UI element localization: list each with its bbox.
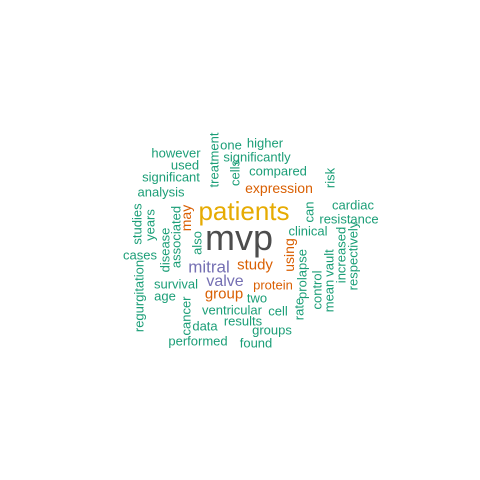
word-however: however <box>151 145 201 161</box>
word-results: results <box>223 313 263 329</box>
word-can: can <box>301 201 317 223</box>
word-respectively: respectively <box>345 221 361 291</box>
word-cases: cases <box>123 247 157 263</box>
word-analysis: analysis <box>137 184 185 200</box>
word-resistance: resistance <box>319 211 379 227</box>
word-mitral: mitral <box>188 257 230 277</box>
word-protein: protein <box>253 277 293 293</box>
word-groups: groups <box>252 322 292 338</box>
word-years: years <box>142 209 158 241</box>
word-two: two <box>246 290 268 306</box>
word-higher: higher <box>246 135 284 151</box>
word-cardiac: cardiac <box>332 197 374 213</box>
word-regurgitation: regurgitation <box>131 259 147 333</box>
word-ventricular: ventricular <box>202 302 262 318</box>
word-valve: valve <box>206 273 244 290</box>
word-disease: disease <box>157 227 173 273</box>
word-performed: performed <box>168 333 228 349</box>
word-cells: cells <box>227 159 243 187</box>
word-prolapse: prolapse <box>294 249 310 299</box>
word-found: found <box>239 335 273 351</box>
word-group: group <box>204 285 244 303</box>
word-mvp: mvp <box>204 217 274 258</box>
word-significant: significant <box>142 169 200 185</box>
word-treatment: treatment <box>206 132 222 188</box>
word-study: study <box>237 256 273 274</box>
word-one: one <box>220 137 242 153</box>
word-also: also <box>189 231 205 255</box>
word-patients: patients <box>198 196 290 226</box>
word-survival: survival <box>153 276 199 292</box>
word-data: data <box>192 318 218 334</box>
word-risk: risk <box>322 167 338 189</box>
word-cell: cell <box>268 303 288 319</box>
word-significantly: significantly <box>223 149 291 165</box>
word-clinical: clinical <box>288 223 328 239</box>
word-cancer: cancer <box>178 296 194 336</box>
word-rate: rate <box>291 297 307 321</box>
word-compared: compared <box>249 163 307 179</box>
word-used: used <box>170 157 200 173</box>
word-expression: expression <box>245 180 313 196</box>
word-mean: mean <box>321 279 337 313</box>
word-age: age <box>154 288 176 304</box>
